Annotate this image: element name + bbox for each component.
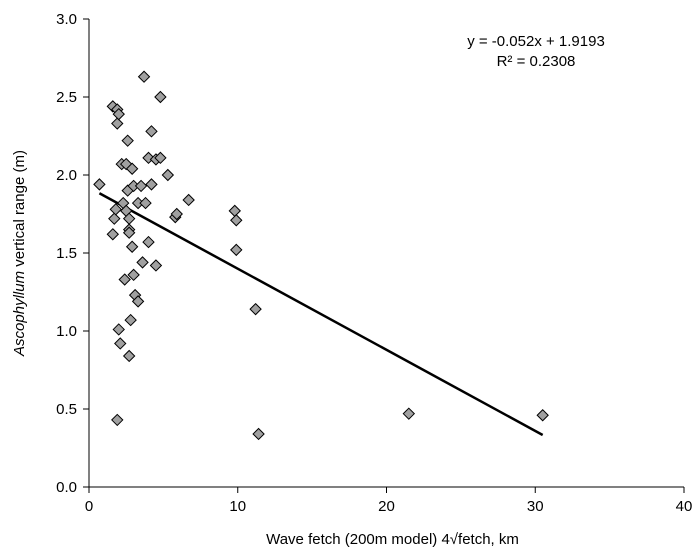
data-point: [137, 70, 151, 83]
data-point: [230, 214, 243, 227]
data-point: [136, 256, 149, 269]
x-tick-label: 40: [676, 498, 693, 515]
y-tick-label: 2.0: [56, 167, 77, 184]
data-point: [145, 178, 158, 191]
trendline: [98, 192, 544, 437]
y-axis-label-italic: Ascophyllum: [11, 271, 28, 357]
y-axis-label-rest: vertical range (m): [11, 150, 28, 271]
trendline-equation: y = -0.052x + 1.9193: [467, 33, 605, 50]
data-point: [124, 313, 137, 327]
y-axis-label: Ascophyllum vertical range (m): [11, 150, 28, 357]
data-point: [182, 193, 195, 207]
y-tick-label: 1.5: [56, 245, 77, 262]
x-tick-label: 10: [229, 498, 246, 515]
x-ticks: 0 10 20 30 40: [85, 487, 693, 515]
data-point: [145, 125, 158, 138]
data-point: [249, 302, 262, 316]
y-tick-label: 3.0: [56, 11, 77, 28]
data-point: [252, 427, 265, 441]
data-point: [106, 228, 120, 241]
data-point: [114, 337, 127, 350]
data-point: [121, 134, 134, 147]
data-point: [170, 207, 183, 221]
data-point: [134, 179, 148, 193]
y-ticks: 0.0 0.5 1.0 1.5 2.0 2.5 3.0: [56, 11, 89, 496]
data-points: [93, 70, 549, 441]
data-point: [154, 90, 167, 104]
data-point: [161, 168, 175, 182]
data-point: [118, 273, 131, 286]
y-tick-label: 0.0: [56, 479, 77, 496]
y-tick-label: 2.5: [56, 89, 77, 106]
data-point: [122, 226, 136, 239]
data-point: [228, 204, 241, 218]
data-point: [230, 243, 243, 257]
data-point: [125, 240, 139, 253]
data-point: [112, 107, 125, 121]
data-point: [125, 162, 139, 175]
data-point: [154, 151, 167, 165]
x-tick-label: 0: [85, 498, 93, 515]
axes: [88, 19, 684, 488]
data-point: [139, 196, 152, 210]
trendline-r-squared: R² = 0.2308: [497, 53, 576, 70]
data-point: [112, 323, 125, 336]
data-point: [109, 203, 122, 216]
y-tick-label: 0.5: [56, 401, 77, 418]
data-point: [402, 407, 416, 420]
data-point: [122, 349, 136, 363]
data-point: [111, 413, 124, 427]
data-point: [93, 178, 106, 191]
data-point: [131, 295, 145, 308]
data-point: [536, 409, 549, 422]
data-point: [108, 212, 121, 225]
data-point: [149, 259, 163, 272]
y-tick-label: 1.0: [56, 323, 77, 340]
x-tick-label: 30: [527, 498, 544, 515]
data-point: [111, 117, 124, 130]
data-point: [127, 268, 140, 282]
x-tick-label: 20: [378, 498, 395, 515]
data-point: [142, 235, 155, 249]
x-axis-label: Wave fetch (200m model) 4√fetch, km: [266, 531, 519, 548]
